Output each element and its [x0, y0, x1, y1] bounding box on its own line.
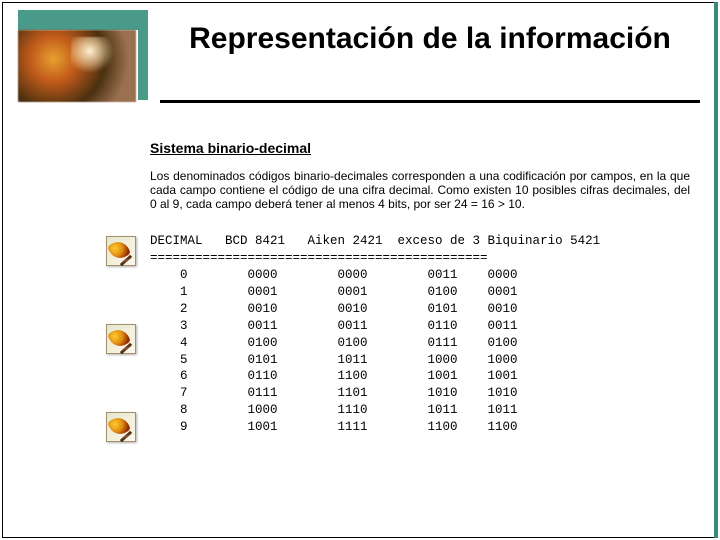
pencil-orange-icon	[106, 412, 136, 442]
header-photo-icon	[18, 30, 136, 102]
header-area: Representación de la información	[0, 10, 720, 110]
pencil-orange-icon	[106, 236, 136, 266]
title-block: Representación de la información	[170, 22, 690, 57]
binary-codes-table: DECIMAL BCD 8421 Aiken 2421 exceso de 3 …	[150, 233, 690, 436]
pencil-orange-icon	[106, 324, 136, 354]
header-teal-bar-top	[18, 10, 148, 30]
body-area: Sistema binario-decimal Los denominados …	[150, 140, 690, 436]
title-underline-rule	[160, 100, 700, 103]
section-subheading: Sistema binario-decimal	[150, 140, 690, 156]
slide-title: Representación de la información	[170, 22, 690, 57]
side-icon-group	[106, 236, 136, 500]
body-paragraph: Los denominados códigos binario-decimale…	[150, 170, 690, 211]
header-decorative-image	[18, 10, 148, 105]
header-teal-bar-side	[138, 30, 148, 100]
